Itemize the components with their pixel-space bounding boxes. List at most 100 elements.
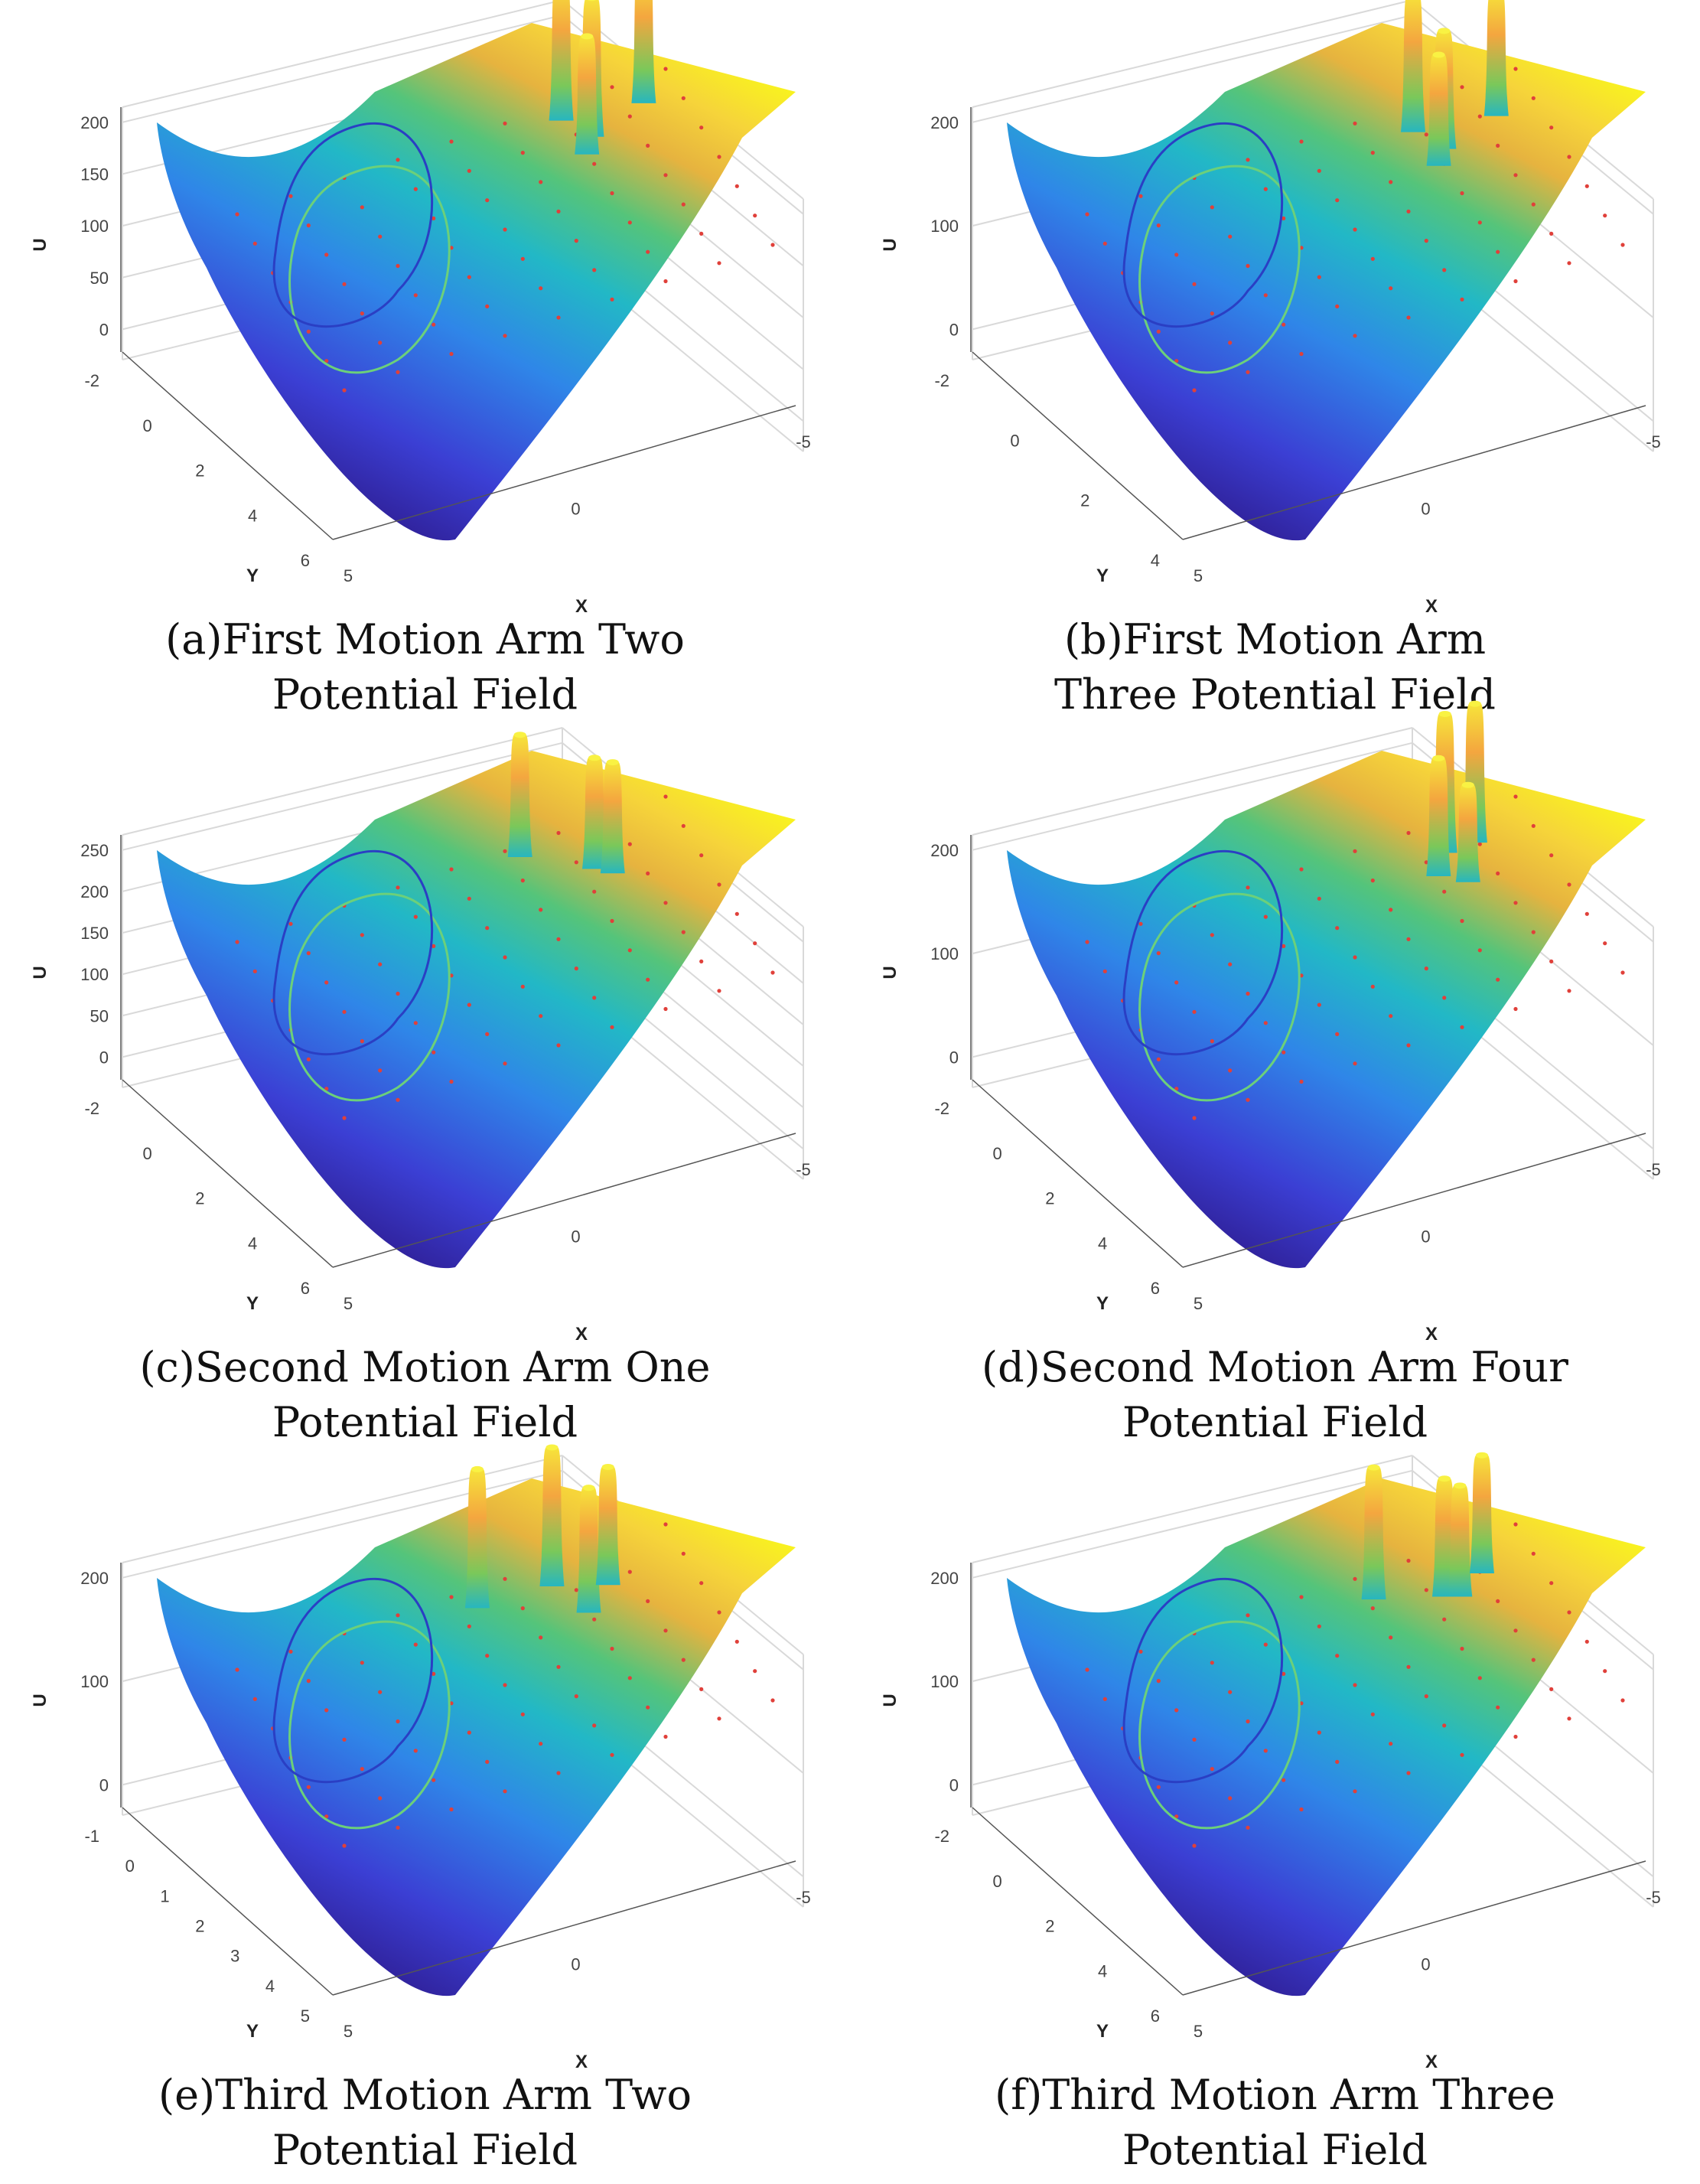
peak-1 <box>507 735 532 857</box>
z-tick: 200 <box>930 113 959 132</box>
caption-line-2: Potential Field <box>272 2126 578 2174</box>
caption-line-2: Potential Field <box>272 670 578 719</box>
peak-1 <box>464 1468 490 1609</box>
obstacle-peaks <box>549 0 656 155</box>
z-tick: 100 <box>80 1672 109 1691</box>
z-axis-label: U <box>30 1693 50 1706</box>
y-tick: 2 <box>1045 1189 1054 1208</box>
y-tick: 6 <box>1151 2006 1160 2026</box>
caption-line-1: (a)First Motion Arm Two <box>165 615 685 663</box>
peak-2 <box>539 1447 565 1586</box>
peak-top-2 <box>545 1444 559 1451</box>
y-axis-label: Y <box>246 2021 259 2042</box>
z-tick-labels: 0 100 200 <box>930 1569 959 1795</box>
peak-1 <box>1361 1467 1386 1600</box>
y-tick: 6 <box>301 1279 310 1298</box>
x-tick-labels: 5 0 -5 <box>344 1888 811 2041</box>
caption-line-1: (b)First Motion Arm <box>1063 615 1487 663</box>
peak-4 <box>1483 0 1509 116</box>
z-tick: 200 <box>80 1569 109 1588</box>
peak-4 <box>1455 784 1480 882</box>
surface-plot: 0 100 200 -1 0 1 2 3 4 5 5 0 -5 U Y X <box>30 1444 811 2072</box>
x-tick: -5 <box>796 1888 811 1907</box>
peak-3 <box>1448 1485 1473 1597</box>
y-tick: 0 <box>993 1872 1002 1891</box>
panel-caption: (a)First Motion Arm Two Potential Field <box>0 612 850 722</box>
z-tick: 100 <box>80 965 109 984</box>
y-tick: 4 <box>248 1234 257 1253</box>
y-axis-label: Y <box>246 1293 259 1314</box>
peak-1 <box>1401 0 1425 132</box>
z-axis-label: U <box>880 1693 900 1706</box>
y-tick-labels: -2 0 2 4 6 <box>934 1099 1160 1298</box>
surface-plot: 0 100 200 -2 0 2 4 6 5 0 -5 U Y X <box>880 700 1661 1345</box>
panel-b: 0 100 200 -2 0 2 4 5 0 -5 U Y X (b)First Motion Arm Th… <box>850 0 1700 728</box>
z-tick: 200 <box>80 113 109 132</box>
x-tick: -5 <box>1646 1160 1661 1179</box>
peak-4 <box>595 1466 620 1586</box>
panel-caption: (b)First Motion Arm Three Potential Field <box>850 612 1700 722</box>
peak-1 <box>549 0 574 121</box>
arm-trajectory <box>272 850 434 1056</box>
potential-surface <box>157 751 796 1269</box>
z-tick-labels: 0 100 200 <box>930 841 959 1068</box>
y-tick: 3 <box>230 1947 239 1966</box>
z-tick: 200 <box>80 882 109 901</box>
y-tick: 0 <box>143 416 152 435</box>
y-tick: 6 <box>301 551 310 570</box>
x-tick: 5 <box>344 2022 353 2041</box>
z-tick: 0 <box>99 320 109 339</box>
panel-caption: (f)Third Motion Arm Three Potential Field <box>850 2068 1700 2178</box>
peak-3 <box>576 1488 601 1613</box>
potential-surface <box>1007 751 1646 1269</box>
axis-lines <box>970 835 1646 1268</box>
x-tick: 0 <box>1421 1955 1430 1974</box>
y-tick: 4 <box>1098 1234 1107 1253</box>
y-tick: -1 <box>84 1827 99 1846</box>
x-tick: 5 <box>344 566 353 585</box>
panel-f: 0 100 200 -2 0 2 4 6 5 0 -5 U Y X (f)Third Motion Arm … <box>850 1452 1700 2183</box>
caption-line-2: Potential Field <box>272 1398 578 1446</box>
x-tick: 5 <box>1194 566 1203 585</box>
caption-line-1: (d)Second Motion Arm Four <box>982 1343 1568 1391</box>
y-axis-label: Y <box>1096 2021 1109 2042</box>
peak-top-3 <box>606 759 619 766</box>
z-tick-labels: 0 100 200 <box>80 1569 109 1795</box>
z-tick: 0 <box>949 1048 959 1067</box>
reference-trajectory <box>288 1620 451 1830</box>
y-tick: 2 <box>195 1917 204 1936</box>
peak-4 <box>1470 1455 1494 1573</box>
panel-caption: (c)Second Motion Arm One Potential Field <box>0 1340 850 1450</box>
y-tick: 2 <box>1080 491 1089 510</box>
z-tick: 100 <box>80 217 109 236</box>
caption-line-2: Potential Field <box>1122 2126 1428 2174</box>
x-tick-labels: 5 0 -5 <box>1194 1160 1661 1313</box>
potential-surface <box>1007 23 1646 541</box>
peak-3 <box>575 36 600 155</box>
peak-top-2 <box>587 0 597 2</box>
peak-top-2 <box>1438 28 1451 34</box>
panel-c: 0 50 100 150 200 250 -2 0 2 4 6 5 0 -5 U Y X (c)Second Mo… <box>0 727 850 1455</box>
caption-line-2: Potential Field <box>1122 1398 1428 1446</box>
z-axis-label: U <box>880 966 900 979</box>
axis-lines <box>120 1563 796 1996</box>
sample-points <box>1085 1522 1625 1848</box>
axis-lines <box>970 107 1646 540</box>
x-axis-label: X <box>1425 596 1438 617</box>
panel-d: 0 100 200 -2 0 2 4 6 5 0 -5 U Y X (d)Second Motion Arm… <box>850 700 1700 1455</box>
peak-3 <box>600 762 625 874</box>
panel-a: 0 50 100 150 200 -2 0 2 4 6 5 0 -5 U Y X (a)First Motion… <box>0 0 850 728</box>
y-tick: 2 <box>195 461 204 481</box>
peak-top-1 <box>1367 1464 1380 1471</box>
caption-line-1: (c)Second Motion Arm One <box>139 1343 711 1391</box>
arm-trajectory <box>272 122 434 328</box>
z-axis-label: U <box>30 966 50 979</box>
surface-plot: 0 100 200 -2 0 2 4 5 0 -5 U Y X <box>880 0 1661 617</box>
y-tick-labels: -2 0 2 4 <box>934 371 1160 570</box>
arm-trajectory <box>1122 1578 1284 1784</box>
peak-top-1 <box>471 1465 484 1472</box>
obstacle-peaks <box>464 1444 620 1613</box>
x-tick: 0 <box>571 500 580 519</box>
arm-trajectory <box>1122 850 1284 1056</box>
